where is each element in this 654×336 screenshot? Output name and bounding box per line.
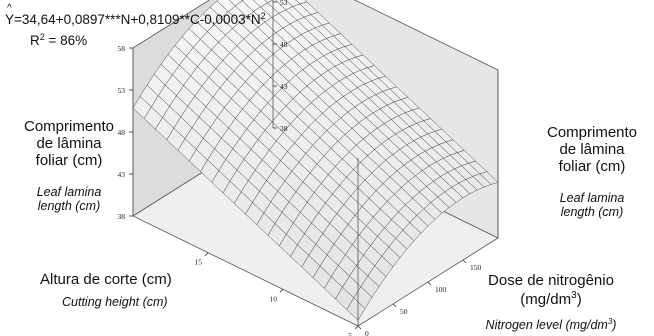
z-tick-label-right: 48: [280, 40, 288, 49]
z-label-line: de lâmina: [36, 134, 102, 152]
n-tick: [357, 325, 362, 330]
c-tick: [354, 325, 359, 330]
z-label-line: Comprimento: [23, 118, 115, 135]
z-label-line: Comprimento: [546, 124, 638, 141]
c-tick: [279, 289, 284, 293]
z-tick-label-right: 43: [280, 82, 288, 91]
z-tick-label-right: 53: [280, 0, 288, 7]
n-tick-label: 50: [400, 307, 408, 316]
nitrogen-en-end: ): [612, 318, 617, 332]
nitrogen-unit-end: ): [576, 290, 582, 308]
equation-body: =34,64+0,0897***N+0,8109**C-0,0003*N: [14, 12, 261, 27]
nitrogen-axis-label: Dose de nitrogênio (mg/dm3): [448, 272, 654, 309]
n-tick: [427, 281, 432, 286]
cutting-height-axis-label-en: Cutting height (cm): [62, 295, 168, 309]
nitrogen-axis-label-en: Nitrogen level (mg/dm3): [448, 317, 654, 332]
z-label-en-line: length (cm): [37, 199, 101, 213]
z-label-en-line: length (cm): [560, 205, 624, 219]
c-tick-label: 10: [270, 294, 278, 303]
z-tick-label-left: 43: [118, 170, 126, 179]
n-tick-label: 100: [435, 285, 447, 294]
z-tick-label-right: 38: [280, 124, 288, 133]
c-tick: [204, 252, 209, 256]
z-axis-label-left: Comprimento de lâmina foliar (cm): [8, 118, 130, 169]
r-squared-exponent: 2: [39, 32, 45, 42]
nitrogen-en-text: Nitrogen level (mg/dm: [485, 318, 608, 332]
z-axis-label-right: Comprimento de lâmina foliar (cm): [530, 124, 654, 175]
z-axis-label-right-en: Leaf lamina length (cm): [535, 191, 649, 219]
c-tick-label: 15: [195, 258, 203, 267]
n-tick: [392, 303, 397, 308]
nitrogen-label-line2: (mg/dm3): [448, 290, 654, 309]
z-axis-label-left-en: Leaf lamina length (cm): [10, 185, 128, 213]
nitrogen-en-exponent: 3: [607, 317, 613, 326]
cutting-height-axis-label: Altura de corte (cm): [40, 271, 172, 288]
z-tick-label-left: 58: [118, 44, 126, 53]
nitrogen-unit-exponent: 3: [571, 289, 577, 301]
z-label-en-line: Leaf lamina: [559, 191, 625, 205]
r-squared-r: R: [30, 33, 40, 48]
equation-exponent: 2: [260, 11, 266, 21]
nitrogen-label-line1: Dose de nitrogênio: [488, 272, 614, 289]
equation-y: Y: [5, 12, 15, 27]
n-tick-label: 0: [365, 329, 369, 336]
y-hat-symbol: ^: [7, 3, 12, 14]
r-squared-value: = 86%: [44, 33, 88, 48]
c-tick-label: 5: [348, 331, 352, 336]
z-tick-label-left: 38: [118, 212, 126, 221]
n-tick-label: 150: [470, 263, 482, 272]
r-squared: R2 = 86%: [30, 32, 87, 48]
z-label-en-line: Leaf lamina: [36, 185, 102, 199]
z-label-line: foliar (cm): [558, 157, 626, 175]
regression-equation: ^ Y=34,64+0,0897***N+0,8109**C-0,0003*N2: [5, 3, 266, 27]
n-tick: [462, 259, 467, 264]
z-tick-label-left: 53: [118, 86, 126, 95]
z-label-line: de lâmina: [559, 140, 625, 158]
z-label-line: foliar (cm): [35, 151, 103, 169]
surface-patch: [346, 297, 366, 321]
z-tick-label-left: 48: [118, 128, 126, 137]
nitrogen-unit: (mg/dm: [520, 290, 572, 308]
